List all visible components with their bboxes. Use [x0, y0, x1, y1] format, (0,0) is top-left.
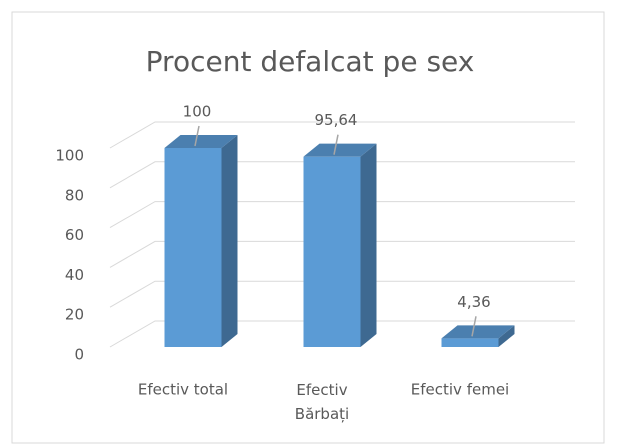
data-label: 4,36 [457, 293, 490, 311]
grid-line [109, 201, 575, 229]
bar-side [221, 135, 238, 347]
leader-line [194, 125, 200, 147]
x-tick-label: Efectiv Bărbați [295, 381, 349, 423]
bar-top [303, 143, 377, 157]
leader-line [471, 316, 477, 337]
y-tick-label: 60 [65, 226, 84, 244]
x-tick-label: Efectiv total [138, 381, 228, 399]
leader-line [333, 134, 339, 155]
data-label: 95,64 [315, 111, 358, 129]
bar-front [441, 338, 499, 347]
bar [441, 325, 515, 347]
grid-line [109, 320, 575, 348]
bar-top [441, 325, 515, 339]
bar-side [498, 325, 515, 347]
bar-side [360, 143, 377, 347]
y-tick-label: 40 [65, 266, 84, 284]
grid-line [109, 121, 575, 149]
grid-line [109, 161, 575, 189]
chart-title: Procent defalcat pe sex [146, 45, 475, 78]
y-tick-label: 0 [74, 346, 84, 364]
data-label: 100 [183, 103, 212, 121]
bar-front [164, 148, 222, 347]
y-tick-label: 20 [65, 306, 84, 324]
bar [164, 135, 238, 347]
y-tick-label: 80 [65, 186, 84, 204]
x-tick-label: Efectiv femei [411, 381, 509, 399]
bar-front [303, 156, 361, 347]
grid-line [109, 240, 575, 268]
bar [303, 143, 377, 347]
y-tick-label: 100 [55, 147, 84, 165]
bar-top [164, 135, 238, 148]
grid-line [109, 280, 575, 308]
